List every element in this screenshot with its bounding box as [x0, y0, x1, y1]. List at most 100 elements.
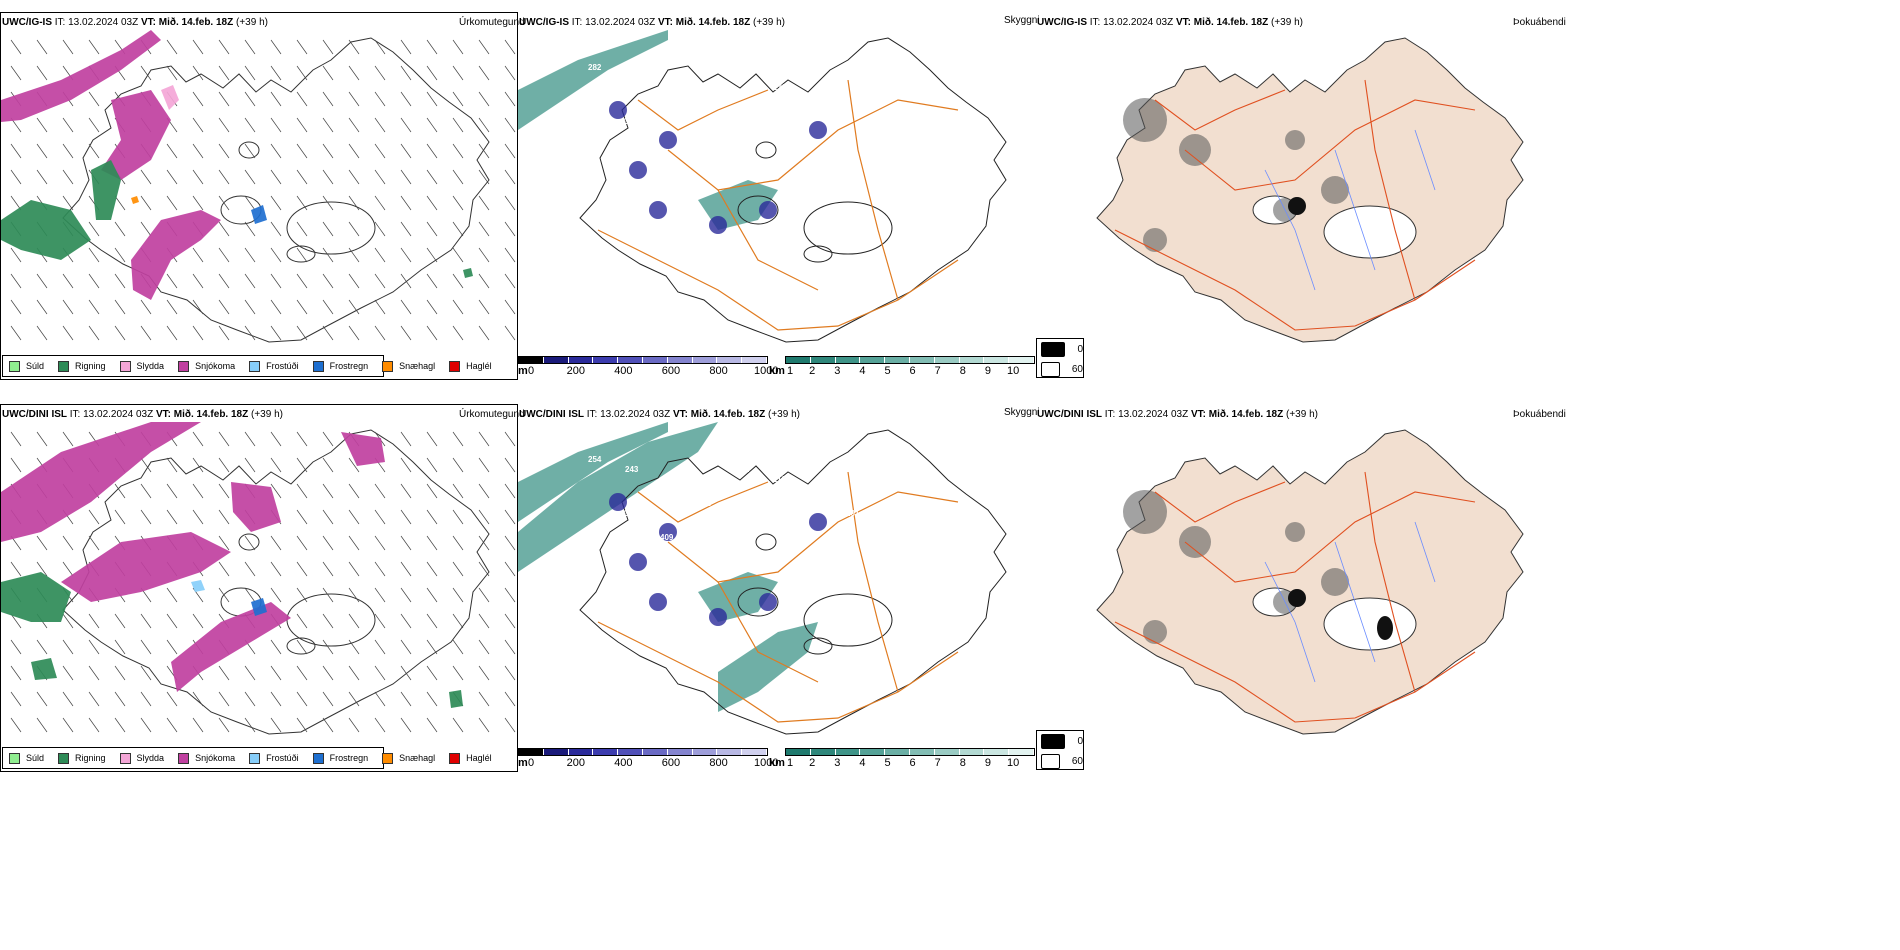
wind-barb	[36, 117, 48, 133]
wind-barb	[296, 535, 308, 551]
wind-barb	[270, 221, 282, 237]
wind-barb	[62, 117, 74, 133]
wind-barb	[504, 169, 516, 185]
snow-depth-cells	[518, 356, 768, 364]
wind-barb	[478, 561, 490, 577]
colorbar-cell	[667, 749, 693, 755]
legend-item-slydda: Slydda	[119, 752, 164, 764]
colorbar-cell	[742, 749, 767, 755]
wind-barb	[400, 143, 412, 159]
row2-fog-map	[1035, 422, 1555, 742]
wind-barb	[88, 117, 100, 133]
glacier-outline	[803, 637, 833, 655]
snow-depth-unit: m	[518, 757, 528, 769]
wind-barb	[218, 509, 230, 525]
glacier-outline	[286, 201, 376, 255]
legend-label: Haglél	[466, 361, 492, 371]
legend-label: Frostregn	[329, 361, 369, 371]
wind-barb	[426, 65, 438, 81]
legend-swatch	[178, 360, 190, 372]
legend-swatch	[119, 752, 131, 764]
legend-label: Frostregn	[329, 753, 369, 763]
wind-barb	[322, 431, 334, 447]
iceland-coastline	[579, 37, 1007, 343]
wind-barb	[296, 717, 308, 733]
wind-barb	[166, 483, 178, 499]
legend-label: Rigning	[75, 361, 106, 371]
snow-depth-value: 147	[698, 107, 712, 116]
wind-barb	[192, 117, 204, 133]
wind-barb	[426, 717, 438, 733]
wind-barb	[62, 431, 74, 447]
colorbar-tick-label: 7	[934, 757, 941, 769]
colorbar-tick-label: 2	[809, 757, 816, 769]
colorbar-tick-label: 3	[834, 757, 841, 769]
colorbar-cell	[642, 749, 668, 755]
wind-barb	[166, 195, 178, 211]
wind-barb	[374, 613, 386, 629]
snow-depth-patch	[649, 593, 667, 611]
wind-barb	[244, 325, 256, 341]
wind-barb	[192, 483, 204, 499]
iceland-landmass	[1096, 429, 1524, 735]
colorbar-cell	[642, 357, 668, 363]
low-visibility-area	[518, 422, 668, 522]
wind-barb	[322, 457, 334, 473]
wind-barb	[244, 247, 256, 263]
wind-barb	[166, 717, 178, 733]
wind-barb	[348, 247, 360, 263]
wind-barb	[426, 325, 438, 341]
wind-barb	[140, 169, 152, 185]
wind-barb	[166, 691, 178, 707]
wind-barb	[218, 535, 230, 551]
wind-barb	[10, 457, 22, 473]
row2-visibility-label: Skyggni	[1004, 407, 1040, 418]
precip-map-svg-2	[1, 422, 516, 735]
row1-precip-map	[1, 30, 517, 350]
wind-barb	[400, 613, 412, 629]
colorbar-cell	[717, 357, 743, 363]
row1-fog-label: Þokuábendi	[1513, 17, 1566, 28]
wind-barb	[192, 509, 204, 525]
wind-barb	[400, 325, 412, 341]
fog-patch	[1123, 490, 1167, 534]
wind-barb	[452, 665, 464, 681]
colorbar-cell	[909, 749, 935, 755]
wind-barb	[322, 221, 334, 237]
legend-label: Frostúði	[266, 361, 299, 371]
wind-barb	[348, 273, 360, 289]
wind-barb	[166, 143, 178, 159]
road-line	[1364, 471, 1416, 693]
precip-type-panel-row2	[0, 404, 518, 772]
wind-barb	[452, 91, 464, 107]
wind-barb	[140, 717, 152, 733]
legend-item-rigning: Rigning	[58, 752, 106, 764]
wind-barb	[452, 535, 464, 551]
wind-barb	[348, 221, 360, 237]
snow-depth-value: 110	[773, 475, 786, 484]
precip-area	[131, 196, 139, 204]
wind-barb	[62, 665, 74, 681]
wind-barb	[478, 65, 490, 81]
wind-barb	[322, 91, 334, 107]
wind-barb	[10, 717, 22, 733]
wind-barb	[36, 169, 48, 185]
snow-depth-patch	[809, 513, 827, 531]
wind-barb	[296, 195, 308, 211]
wind-barb	[10, 299, 22, 315]
wind-barb	[504, 457, 516, 473]
wind-barb	[400, 639, 412, 655]
wind-barb	[88, 613, 100, 629]
wind-barb	[270, 561, 282, 577]
colorbar-cell	[860, 357, 886, 363]
colorbar-cell	[667, 357, 693, 363]
wind-barb	[478, 535, 490, 551]
wind-barb	[192, 169, 204, 185]
snow-depth-value: 282	[588, 63, 602, 72]
snow-depth-patch	[709, 216, 727, 234]
wind-barb	[400, 65, 412, 81]
wind-barb	[114, 483, 126, 499]
colorbar-cell	[835, 749, 861, 755]
snow-depth-patch	[649, 201, 667, 219]
precip-area	[231, 482, 281, 532]
